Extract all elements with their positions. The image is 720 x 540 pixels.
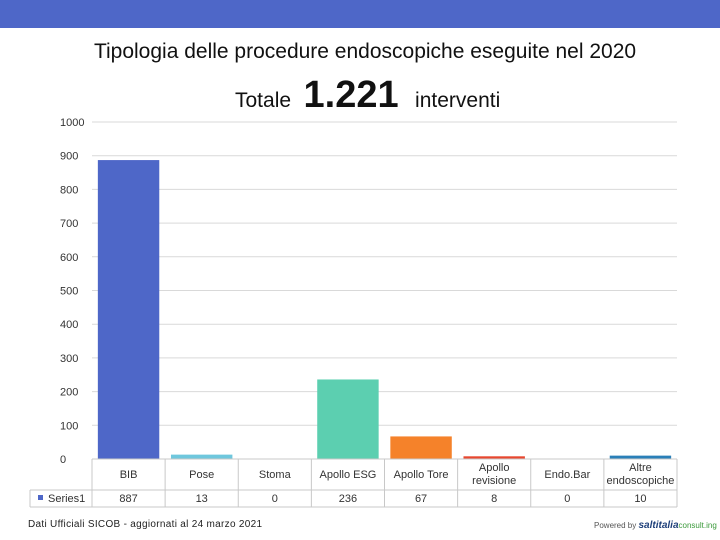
x-category-label: Apollo Tore: [394, 469, 449, 481]
chart-title: Tipologia delle procedure endoscopiche e…: [93, 40, 637, 63]
data-value-label: 236: [339, 493, 357, 505]
x-category-label: Apollo ESG: [320, 469, 377, 481]
data-value-label: 8: [491, 493, 497, 505]
total-suffix: interventi: [415, 89, 501, 112]
data-value-label: 0: [564, 493, 570, 505]
bar: [97, 160, 160, 459]
data-value-label: 13: [196, 493, 208, 505]
footer-source: Dati Ufficiali SICOB - aggiornati al 24 …: [28, 519, 263, 530]
data-value-label: 10: [634, 493, 646, 505]
logo-prefix: Powered by: [594, 521, 637, 530]
total-summary: Totale 1.221 interventi: [235, 74, 500, 117]
x-category-label: Apollo revisione: [472, 462, 516, 487]
y-tick-label: 200: [60, 387, 78, 399]
y-tick-label: 0: [60, 454, 66, 466]
x-category-label: BIB: [120, 469, 138, 481]
logo-brand: saltitalia: [638, 520, 679, 531]
y-tick-label: 400: [60, 319, 78, 331]
bar: [390, 436, 452, 459]
y-tick-label: 300: [60, 353, 78, 365]
x-category-label: Pose: [189, 469, 214, 481]
y-tick-label: 1000: [60, 117, 84, 129]
total-value: 1.221: [303, 74, 399, 116]
bar: [463, 456, 525, 459]
y-tick-label: 100: [60, 420, 78, 432]
bar: [317, 379, 379, 459]
data-value-label: 887: [119, 493, 137, 505]
legend-key: [38, 495, 43, 500]
bar: [609, 455, 672, 459]
x-category-label: Stoma: [259, 469, 292, 481]
x-category-label: Altre endoscopiche: [606, 462, 674, 487]
bar: [170, 454, 233, 459]
y-tick-label: 700: [60, 218, 78, 230]
series-name: Series1: [48, 493, 85, 505]
y-tick-label: 600: [60, 252, 78, 264]
total-label: Totale: [235, 89, 292, 112]
data-value-label: 0: [272, 493, 278, 505]
x-category-label: Endo.Bar: [544, 469, 590, 481]
y-tick-label: 800: [60, 184, 78, 196]
logo-suffix: consult.ing: [678, 521, 717, 530]
header-bar: [0, 0, 720, 28]
y-tick-label: 900: [60, 151, 78, 163]
logo: Powered by saltitaliaconsult.ing: [594, 520, 717, 531]
data-value-label: 67: [415, 493, 427, 505]
y-tick-label: 500: [60, 286, 78, 298]
